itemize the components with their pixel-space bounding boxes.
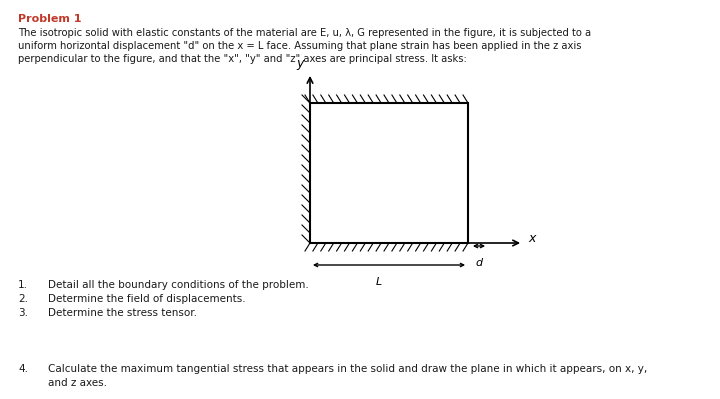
Text: x: x [528,231,536,245]
Text: The isotropic solid with elastic constants of the material are E, u, λ, G repres: The isotropic solid with elastic constan… [18,28,591,38]
Text: L: L [376,277,382,287]
Text: Problem 1: Problem 1 [18,14,81,24]
Text: perpendicular to the figure, and that the "x", "y" and "z" axes are principal st: perpendicular to the figure, and that th… [18,54,467,64]
Text: Determine the field of displacements.: Determine the field of displacements. [48,294,246,304]
Text: Determine the stress tensor.: Determine the stress tensor. [48,308,197,318]
Text: y: y [297,57,304,70]
Text: 4.: 4. [18,364,28,374]
Text: Calculate the maximum tangential stress that appears in the solid and draw the p: Calculate the maximum tangential stress … [48,364,647,374]
Text: d: d [475,258,482,268]
Text: uniform horizontal displacement "d" on the x = L face. Assuming that plane strai: uniform horizontal displacement "d" on t… [18,41,582,51]
Text: 3.: 3. [18,308,28,318]
Text: 2.: 2. [18,294,28,304]
Text: and z axes.: and z axes. [48,378,107,388]
Bar [310,103,468,243]
Text: Detail all the boundary conditions of the problem.: Detail all the boundary conditions of th… [48,280,309,290]
Text: 1.: 1. [18,280,28,290]
